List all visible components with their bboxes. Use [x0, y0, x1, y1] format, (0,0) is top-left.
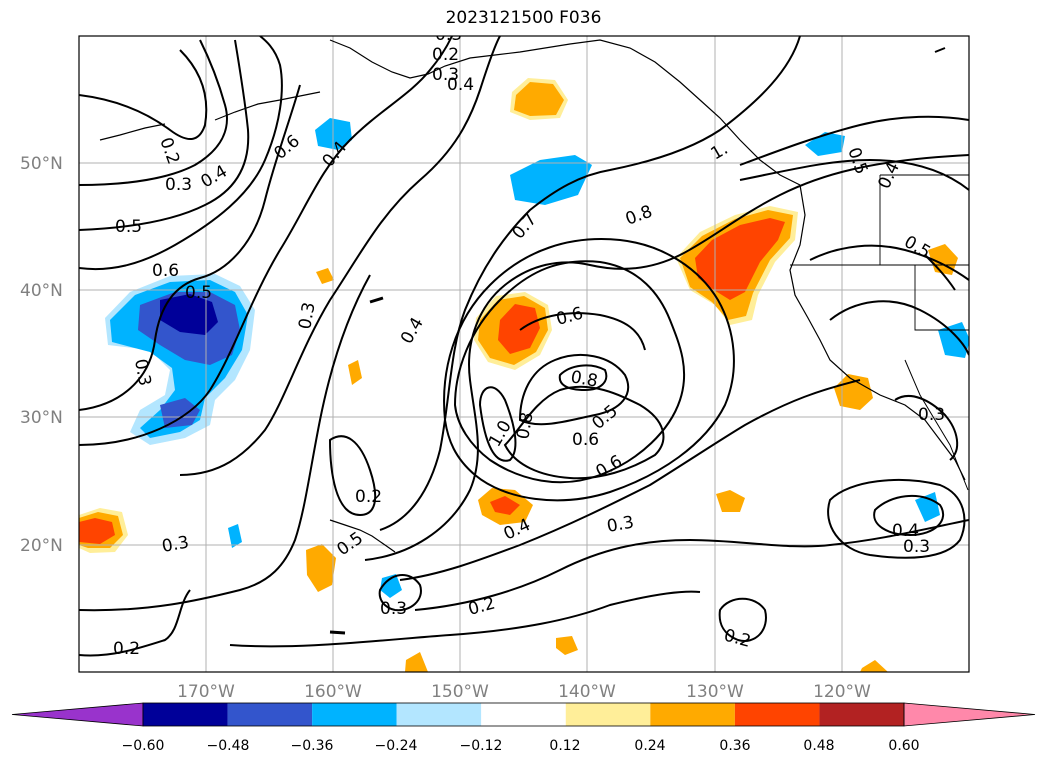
- colorbar-tick-label: −0.24: [375, 738, 418, 754]
- contour-label: 0.2: [113, 639, 140, 659]
- lon-label: 150°W: [431, 682, 489, 702]
- colorbar-tick-label: 0.24: [634, 738, 665, 754]
- longitude-labels: 170°W 160°W 150°W 140°W 130°W 120°W: [177, 682, 871, 702]
- colorbar-segment: [819, 703, 904, 726]
- contour-label: 0.5: [185, 283, 212, 303]
- lon-label: 140°W: [558, 682, 616, 702]
- lat-label: 50°N: [20, 154, 63, 174]
- colorbar-tick-label: 0.36: [719, 738, 750, 754]
- contour-label: 0.6: [572, 430, 599, 450]
- lon-label: 130°W: [686, 682, 744, 702]
- contour-label: 0.3: [432, 65, 459, 85]
- colorbar-segment: [565, 703, 651, 726]
- colorbar-segment: [143, 703, 228, 726]
- lon-label: 160°W: [304, 682, 362, 702]
- contour-label: 0.3: [295, 301, 319, 331]
- contour-label: 0.8: [513, 411, 537, 441]
- colorbar-segment: [227, 703, 313, 726]
- contour-label: 0.4: [892, 521, 919, 541]
- contour-label: 0.5: [115, 217, 142, 237]
- colorbar-segment: [312, 703, 397, 726]
- contour-label: 0.8: [569, 367, 599, 391]
- colorbar: [11, 702, 1036, 727]
- map-border: [78, 35, 970, 673]
- colorbar-tick-label: 0.48: [803, 738, 834, 754]
- contour-label: 0.6: [152, 261, 179, 281]
- shaded-anomalies: [79, 78, 969, 672]
- colorbar-tick-labels: −0.60 −0.48 −0.36 −0.24 −0.12 0.12 0.24 …: [122, 738, 920, 754]
- contour-label: 0.3: [903, 537, 930, 557]
- colorbar-segment: [650, 703, 735, 726]
- contour-lines: [79, 36, 969, 657]
- colorbar-tick-label: 0.12: [549, 738, 580, 754]
- latitude-labels: 50°N 40°N 30°N 20°N: [20, 154, 63, 556]
- lon-label: 120°W: [813, 682, 871, 702]
- lat-label: 30°N: [20, 408, 63, 428]
- contour-label: 0.3: [165, 175, 192, 195]
- contour-label: 0.2: [432, 45, 459, 65]
- coastlines: [99, 39, 969, 635]
- colorbar-tick-label: −0.60: [122, 738, 165, 754]
- colorbar-tick-label: 0.60: [888, 738, 919, 754]
- contour-label: 0.2: [355, 487, 382, 507]
- colorbar-segment: [734, 703, 820, 726]
- colorbar-segment: [481, 703, 566, 726]
- colorbar-extend-high: [903, 702, 1036, 727]
- lat-label: 40°N: [20, 281, 63, 301]
- colorbar-segment: [396, 703, 482, 726]
- contour-label: 0.3: [918, 405, 945, 425]
- colorbar-tick-label: −0.12: [460, 738, 503, 754]
- map-title: 2023121500 F036: [445, 8, 602, 28]
- colorbar-tick-label: −0.48: [207, 738, 250, 754]
- contour-label: 0.3: [435, 25, 462, 45]
- colorbar-tick-label: −0.36: [291, 738, 334, 754]
- contour-label: 0.3: [130, 357, 154, 387]
- lat-label: 20°N: [20, 536, 63, 556]
- contour-label: 0.4: [447, 75, 474, 95]
- contour-label: 0.3: [605, 513, 635, 537]
- colorbar-extend-low: [11, 702, 144, 727]
- contour-label: 0.3: [160, 533, 190, 557]
- contour-label: 0.3: [380, 599, 407, 619]
- colorbar-outline: [142, 702, 905, 727]
- graticule: [79, 36, 969, 672]
- lon-label: 170°W: [177, 682, 235, 702]
